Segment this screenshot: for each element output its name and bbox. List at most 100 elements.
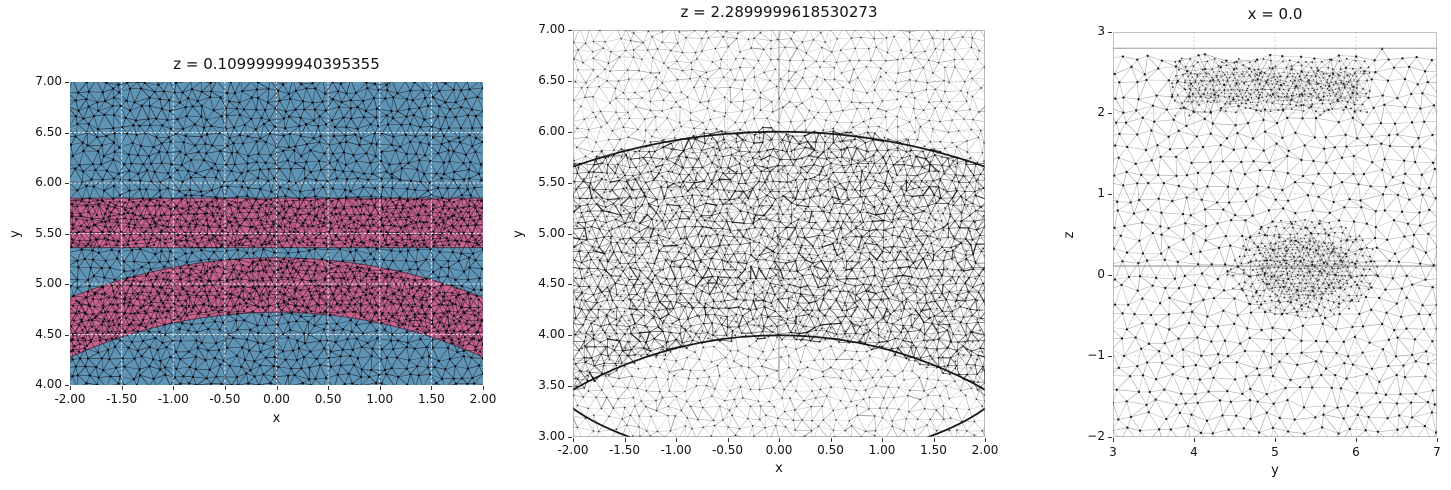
y-tick-label: 4.50 — [538, 276, 565, 291]
plot-title: z = 0.10999999940395355 — [173, 55, 380, 73]
y-tick-mark — [568, 182, 572, 184]
x-tick-label: -1.50 — [608, 443, 641, 457]
x-tick-mark — [1356, 438, 1357, 442]
y-tick-label: 6.00 — [538, 123, 565, 138]
y-tick-label: 2 — [1097, 105, 1105, 119]
y-tick-mark — [65, 385, 69, 386]
y-tick-label: −1 — [1087, 348, 1105, 362]
x-tick-label: 4 — [1190, 445, 1198, 459]
x-tick-label: 0.00 — [263, 392, 290, 406]
y-tick-label: 3.00 — [538, 429, 565, 443]
y-tick-label: 4.00 — [35, 377, 62, 391]
x-tick-label: 2.00 — [971, 443, 999, 457]
x-axis-label: y — [1271, 463, 1279, 478]
x-tick-label: -1.00 — [660, 443, 692, 457]
y-tick-mark — [65, 233, 69, 235]
y-tick-mark — [568, 30, 572, 31]
x-tick-label: 0.50 — [314, 392, 342, 406]
x-tick-label: 1.00 — [868, 443, 896, 457]
y-tick-label: 5.00 — [35, 276, 62, 290]
x-tick-mark — [779, 438, 780, 442]
x-tick-mark — [173, 386, 175, 390]
y-tick-mark — [65, 82, 69, 83]
y-tick-label: 0 — [1097, 267, 1105, 281]
x-tick-mark — [483, 386, 484, 390]
x-tick-mark — [224, 386, 226, 390]
mesh-canvas — [573, 30, 985, 437]
x-tick-label: 3 — [1109, 445, 1117, 459]
x-tick-mark — [276, 386, 278, 390]
x-tick-mark — [328, 386, 330, 390]
x-axis-label: x — [775, 461, 783, 476]
x-tick-label: -0.50 — [209, 392, 241, 406]
x-tick-label: 1.50 — [920, 443, 947, 457]
y-tick-label: 7.00 — [35, 74, 62, 88]
y-tick-label: 4.50 — [35, 326, 62, 341]
x-tick-mark — [1194, 438, 1195, 442]
x-tick-mark — [985, 438, 986, 442]
x-tick-label: -0.50 — [711, 443, 744, 457]
y-tick-mark — [568, 335, 572, 337]
x-tick-mark — [933, 438, 935, 442]
x-tick-mark — [882, 438, 883, 442]
x-tick-label: 2.00 — [469, 392, 497, 406]
y-tick-label: 6.50 — [538, 72, 565, 87]
y-tick-label: 6.00 — [35, 175, 62, 189]
x-tick-mark — [70, 386, 71, 390]
x-tick-label: -2.00 — [54, 392, 86, 406]
x-tick-label: -1.50 — [106, 392, 138, 406]
y-tick-mark — [1108, 32, 1112, 33]
y-tick-mark — [65, 183, 69, 184]
x-tick-mark — [379, 386, 381, 390]
x-tick-label: 1.50 — [418, 392, 445, 406]
x-tick-label: 6 — [1352, 445, 1360, 459]
y-tick-label: 5.50 — [35, 225, 62, 240]
x-tick-mark — [830, 438, 832, 442]
x-axis-label: x — [272, 411, 281, 426]
x-tick-mark — [727, 438, 729, 442]
plot-title: x = 0.0 — [1247, 5, 1303, 23]
x-tick-mark — [121, 386, 123, 390]
y-tick-mark — [65, 284, 69, 285]
x-tick-mark — [624, 438, 626, 442]
y-tick-mark — [65, 334, 69, 336]
x-tick-mark — [573, 438, 574, 442]
y-tick-label: 6.50 — [35, 124, 62, 139]
y-tick-label: −2 — [1087, 429, 1105, 443]
mesh-canvas — [70, 82, 483, 385]
x-tick-mark — [431, 386, 433, 390]
x-tick-label: 7 — [1433, 445, 1441, 459]
x-tick-label: -2.00 — [557, 443, 589, 457]
y-tick-mark — [1108, 194, 1112, 195]
y-tick-label: 7.00 — [538, 22, 565, 36]
x-tick-mark — [1275, 438, 1276, 442]
y-tick-mark — [568, 80, 572, 82]
y-tick-mark — [568, 284, 572, 286]
y-tick-mark — [1108, 356, 1112, 357]
x-tick-label: 5 — [1271, 445, 1279, 459]
plot-title: z = 2.2899999618530273 — [680, 3, 878, 21]
x-tick-label: 0.00 — [765, 443, 793, 457]
x-tick-mark — [1113, 438, 1114, 442]
y-tick-mark — [568, 233, 572, 235]
x-tick-label: -1.00 — [157, 392, 189, 406]
x-tick-mark — [1437, 438, 1438, 442]
y-tick-mark — [1108, 437, 1112, 438]
x-tick-label: 0.50 — [817, 443, 844, 457]
y-tick-label: 3.50 — [538, 378, 565, 393]
mesh-canvas — [1113, 32, 1437, 437]
y-axis-label: z — [1062, 231, 1077, 238]
y-tick-mark — [568, 131, 572, 133]
y-tick-label: 4.00 — [538, 327, 565, 342]
y-tick-label: 5.00 — [538, 225, 565, 240]
y-tick-mark — [568, 386, 572, 388]
y-tick-label: 5.50 — [538, 174, 565, 189]
y-tick-label: 3 — [1097, 24, 1105, 38]
y-tick-mark — [65, 132, 69, 134]
y-tick-mark — [568, 437, 572, 438]
y-tick-label: 1 — [1097, 186, 1105, 200]
x-tick-mark — [676, 438, 677, 442]
x-tick-label: 1.00 — [366, 392, 394, 406]
y-tick-mark — [1108, 275, 1112, 276]
